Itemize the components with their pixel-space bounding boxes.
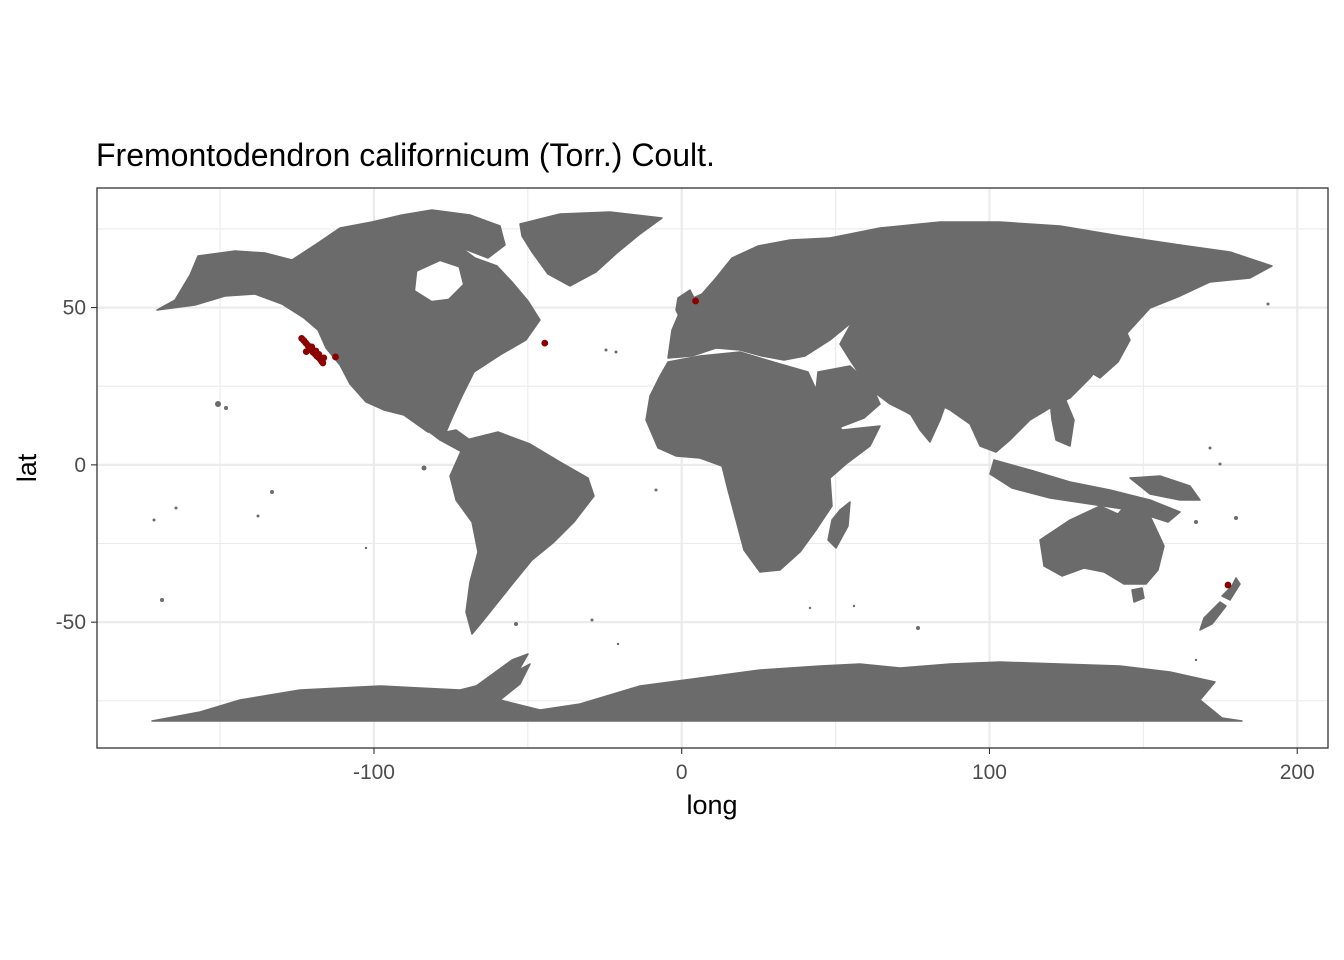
x-axis: -100 0 100 200 [353, 748, 1315, 784]
new-zealand-landmass [1199, 577, 1241, 631]
antarctica-landmass [151, 661, 1243, 722]
y-tick-label: 0 [74, 454, 86, 477]
x-tick-label: -100 [353, 761, 395, 784]
south-america-landmass [449, 431, 595, 635]
arctic-archipelago [317, 209, 506, 259]
occurrence-point [332, 353, 339, 361]
y-axis-title: lat [12, 453, 42, 482]
british-isles-landmass [675, 289, 697, 323]
occurrence-point [302, 348, 310, 355]
occurrence-point [320, 354, 328, 362]
x-tick-label: 0 [676, 761, 688, 784]
greenland-landmass [519, 211, 663, 287]
occurrence-point [692, 297, 699, 305]
australia-landmass [1039, 497, 1165, 585]
occurrence-point [315, 351, 323, 358]
madagascar-landmass [827, 501, 851, 549]
y-tick-label: 50 [63, 297, 86, 320]
occurrence-point [1224, 581, 1232, 589]
occurrence-point [541, 339, 549, 347]
occurrence-points [298, 297, 1232, 589]
occurrence-point [319, 359, 327, 367]
x-axis-title: long [686, 790, 737, 820]
small-islands [152, 302, 1270, 662]
new-guinea-landmass [1129, 475, 1201, 501]
philippines-landmass [1049, 395, 1075, 447]
x-tick-label: 200 [1280, 761, 1315, 784]
plot-panel [96, 187, 1329, 749]
chart-title: Fremontodendron californicum (Torr.) Cou… [96, 137, 715, 173]
india-landmass [897, 377, 951, 443]
x-tick-label: 100 [972, 761, 1007, 784]
y-axis: -50 0 50 [56, 297, 97, 634]
tasmania-landmass [1131, 587, 1145, 603]
africa-landmass [645, 351, 881, 573]
japan-landmass [1089, 321, 1131, 379]
world-landmass [151, 209, 1273, 722]
panel-border [96, 187, 1329, 749]
hudson-bay-water [415, 261, 463, 301]
antarctic-peninsula [467, 653, 529, 701]
y-tick-label: -50 [56, 611, 86, 634]
